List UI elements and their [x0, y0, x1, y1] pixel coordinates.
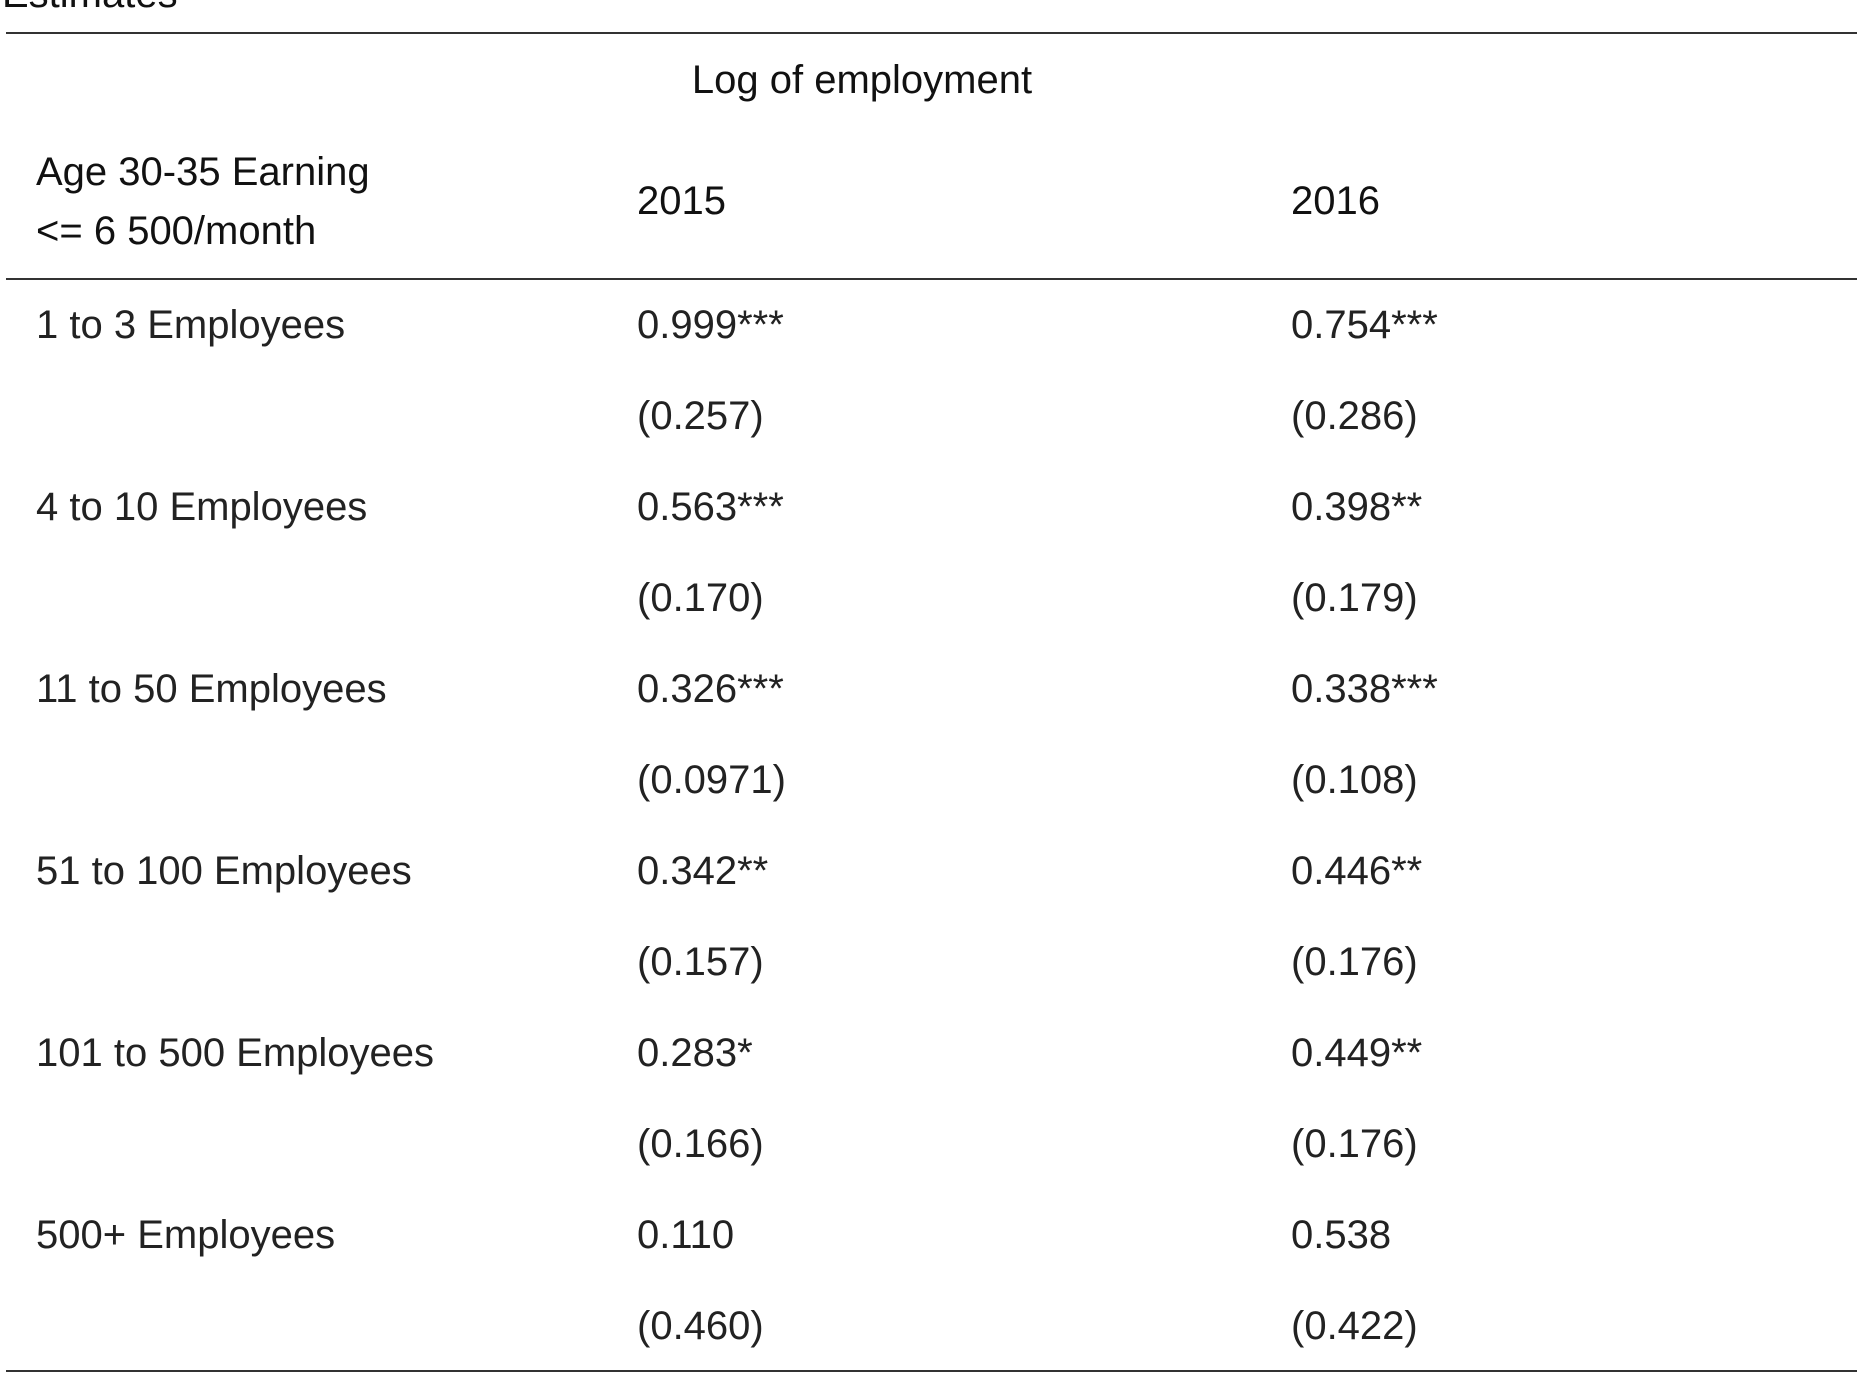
- coefficient: 0.326***: [637, 667, 784, 711]
- column-header: Age 30-35 Earning: [36, 150, 370, 194]
- row-label: 51 to 100 Employees: [36, 849, 412, 893]
- top-rule: [6, 32, 1857, 34]
- standard-error: (0.179): [1291, 576, 1418, 620]
- row-label: 1 to 3 Employees: [36, 303, 346, 347]
- coefficient: 0.283*: [637, 1031, 753, 1075]
- title: Estimates: [2, 0, 178, 14]
- coefficient: 0.338***: [1291, 667, 1438, 711]
- header-rule: [6, 278, 1857, 280]
- coefficient: 0.446**: [1291, 849, 1423, 893]
- coefficient: 0.999***: [637, 303, 784, 347]
- standard-error: (0.170): [637, 576, 764, 620]
- coefficient: 0.563***: [637, 485, 784, 529]
- coefficient: 0.398**: [1291, 485, 1423, 529]
- coefficient: 0.538: [1291, 1213, 1392, 1257]
- standard-error: (0.257): [637, 394, 764, 438]
- standard-error: (0.108): [1291, 758, 1418, 802]
- column-header: 2016: [1291, 179, 1380, 223]
- standard-error: (0.286): [1291, 394, 1418, 438]
- standard-error: (0.422): [1291, 1304, 1418, 1348]
- coefficient: 0.342**: [637, 849, 769, 893]
- column-header: <= 6 500/month: [36, 209, 317, 253]
- standard-error: (0.460): [637, 1304, 764, 1348]
- row-label: 11 to 50 Employees: [36, 667, 387, 711]
- coefficient: 0.754***: [1291, 303, 1438, 347]
- standard-error: (0.157): [637, 940, 764, 984]
- row-label: 500+ Employees: [36, 1213, 336, 1257]
- standard-error: (0.176): [1291, 1122, 1418, 1166]
- row-label: 101 to 500 Employees: [36, 1031, 435, 1075]
- group-header: Log of employment: [691, 58, 1033, 102]
- coefficient: 0.449**: [1291, 1031, 1423, 1075]
- standard-error: (0.176): [1291, 940, 1418, 984]
- column-header: 2015: [637, 179, 726, 223]
- standard-error: (0.166): [637, 1122, 764, 1166]
- bottom-rule: [6, 1370, 1857, 1372]
- coefficient: 0.110: [637, 1213, 735, 1257]
- standard-error: (0.0971): [637, 758, 786, 802]
- row-label: 4 to 10 Employees: [36, 485, 368, 529]
